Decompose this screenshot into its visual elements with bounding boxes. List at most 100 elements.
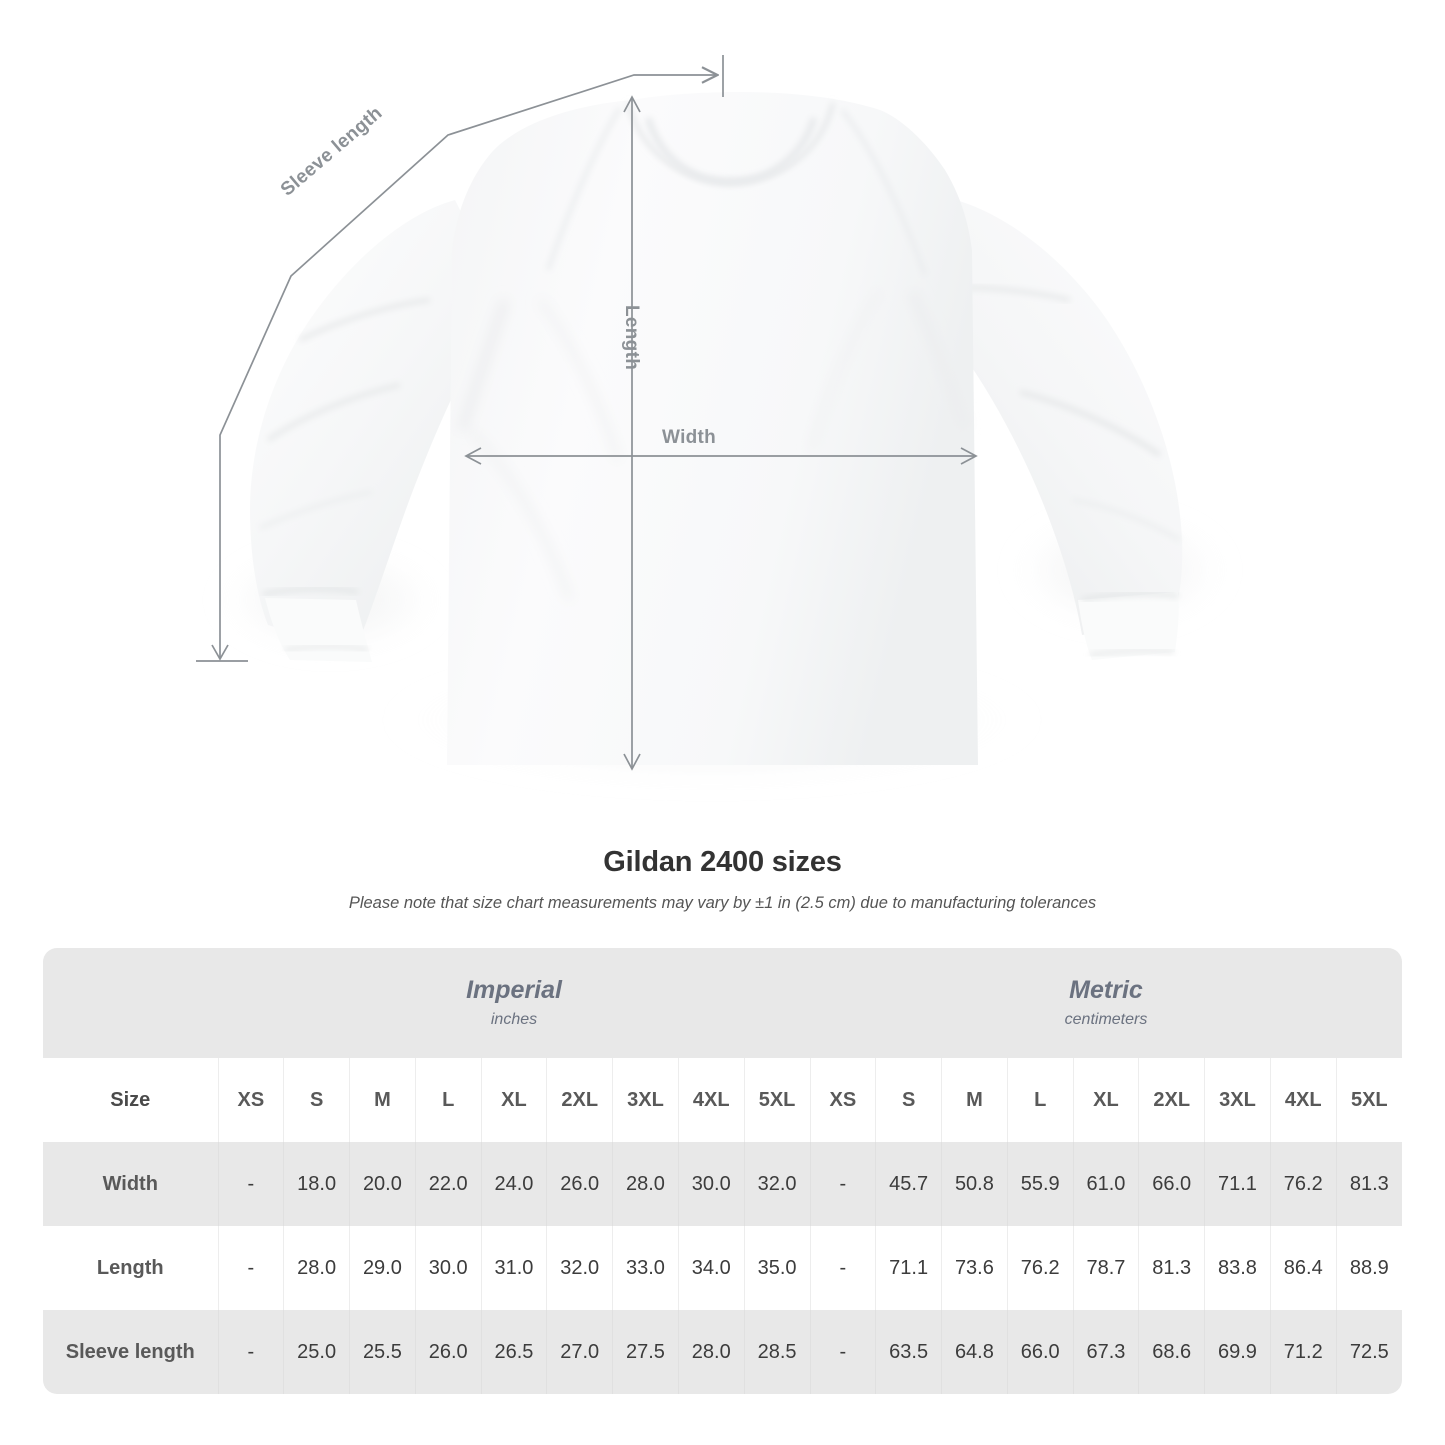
header-cell-size: Size: [43, 1058, 218, 1142]
cell-r1-c0: -: [217, 1226, 284, 1310]
size-chart-table-wrapper: Imperial inches Metric centimeters Size …: [43, 948, 1402, 1394]
cell-r2-c0: -: [217, 1310, 284, 1394]
cell-r2-c13: 67.3: [1072, 1310, 1139, 1394]
unit-banner-metric: Metric centimeters: [810, 948, 1402, 1058]
header-cell-size-1: S: [283, 1058, 350, 1142]
header-cell-size-11: M: [941, 1058, 1008, 1142]
cell-r2-c12: 66.0: [1006, 1310, 1074, 1394]
left-sleeve: [250, 200, 505, 662]
metric-label: Metric: [1069, 976, 1143, 1004]
cell-r2-c7: 28.0: [677, 1310, 745, 1394]
tolerance-note: Please note that size chart measurements…: [348, 894, 1097, 912]
cell-r1-c4: 31.0: [480, 1226, 547, 1310]
header-cell-size-10: S: [875, 1058, 942, 1142]
cell-r2-c9: -: [809, 1310, 876, 1394]
cell-r1-c17: 88.9: [1335, 1226, 1402, 1310]
imperial-sub-label: inches: [490, 1011, 538, 1028]
cell-r2-c5: 27.0: [546, 1310, 613, 1394]
length-label: Length: [621, 305, 642, 371]
shirt-body: [447, 92, 978, 765]
header-cell-size-14: 2XL: [1138, 1058, 1205, 1142]
header-cell-size-3: L: [414, 1058, 482, 1142]
table-row: Sleeve length -25.0 25.5 26.0 26.5 27.0 27.5 28…: [43, 1310, 1402, 1394]
cell-r1-c5: 32.0: [546, 1226, 613, 1310]
width-label: Width: [662, 427, 717, 448]
cell-r2-c2: 25.5: [349, 1310, 416, 1394]
header-cell-size-6: 3XL: [612, 1058, 679, 1142]
cell-r1-c13: 78.7: [1072, 1226, 1139, 1310]
cell-r2-c10: 63.5: [875, 1310, 942, 1394]
cell-r0-c10: 45.7: [875, 1142, 942, 1226]
cell-r1-c10: 71.1: [875, 1226, 942, 1310]
cell-r0-c1: 18.0: [283, 1142, 350, 1226]
imperial-label: Imperial: [466, 976, 562, 1004]
header-cell-size-17: 5XL: [1335, 1058, 1402, 1142]
cell-r0-c3: 22.0: [414, 1142, 482, 1226]
header-cell-size-8: 5XL: [743, 1058, 810, 1142]
row-label-0: Width: [43, 1142, 218, 1226]
cell-r1-c14: 81.3: [1138, 1226, 1205, 1310]
cell-r0-c17: 81.3: [1335, 1142, 1402, 1226]
title-block: Gildan 2400 sizes Please note that size …: [0, 845, 1445, 913]
width-measure-line: [464, 447, 978, 465]
cell-r0-c0: -: [217, 1142, 284, 1226]
header-cell-size-16: 4XL: [1269, 1058, 1337, 1142]
cell-r0-c5: 26.0: [546, 1142, 613, 1226]
header-cell-size-15: 3XL: [1204, 1058, 1271, 1142]
cell-r0-c15: 71.1: [1204, 1142, 1271, 1226]
cell-r0-c9: -: [809, 1142, 876, 1226]
cell-r2-c16: 71.2: [1269, 1310, 1337, 1394]
cell-r2-c15: 69.9: [1204, 1310, 1271, 1394]
cell-r0-c13: 61.0: [1072, 1142, 1139, 1226]
cell-r0-c11: 50.8: [941, 1142, 1008, 1226]
cell-r0-c6: 28.0: [612, 1142, 679, 1226]
sleeve-length-measure-line: [196, 55, 724, 662]
cell-r1-c8: 35.0: [743, 1226, 810, 1310]
cell-r0-c4: 24.0: [480, 1142, 547, 1226]
cell-r1-c15: 83.8: [1204, 1226, 1271, 1310]
cell-r0-c12: 55.9: [1006, 1142, 1074, 1226]
table-row: Width -18.0 20.0 22.0 24.0 26.0 28.0 30.0 32.0-4…: [43, 1142, 1402, 1226]
page-title: Gildan 2400 sizes: [603, 846, 842, 878]
header-cell-size-9: XS: [809, 1058, 876, 1142]
cell-r1-c3: 30.0: [414, 1226, 482, 1310]
header-cell-size-2: M: [349, 1058, 416, 1142]
header-cell-size-5: 2XL: [546, 1058, 613, 1142]
cell-r0-c7: 30.0: [677, 1142, 745, 1226]
header-cell-size-7: 4XL: [677, 1058, 745, 1142]
cell-r2-c6: 27.5: [612, 1310, 679, 1394]
cell-r0-c16: 76.2: [1269, 1142, 1337, 1226]
row-label-1: Length: [43, 1226, 218, 1310]
unit-banner-spacer: [43, 948, 218, 1058]
cell-r2-c3: 26.0: [414, 1310, 482, 1394]
garment-diagram: Sleeve length Length Width: [196, 55, 1235, 790]
header-cell-size-0: XS: [217, 1058, 284, 1142]
row-label-2: Sleeve length: [43, 1310, 218, 1394]
cell-r0-c14: 66.0: [1138, 1142, 1205, 1226]
unit-banner-imperial: Imperial inches: [218, 948, 810, 1058]
cell-r2-c11: 64.8: [941, 1310, 1008, 1394]
header-cell-size-4: XL: [480, 1058, 547, 1142]
cell-r2-c8: 28.5: [743, 1310, 810, 1394]
cell-r2-c4: 26.5: [480, 1310, 547, 1394]
cell-r1-c6: 33.0: [612, 1226, 679, 1310]
cell-r1-c2: 29.0: [349, 1226, 416, 1310]
table-row: Length -28.0 29.0 30.0 31.0 32.0 33.0 34.0 35.0-…: [43, 1226, 1402, 1310]
cell-r0-c8: 32.0: [743, 1142, 810, 1226]
cell-r1-c16: 86.4: [1269, 1226, 1337, 1310]
cell-r1-c7: 34.0: [677, 1226, 745, 1310]
table-header-row: Size XS S M L XL 2XL 3XL 4XL 5XL XS S M L XL 2XL 3XL 4XL…: [43, 1058, 1402, 1142]
right-sleeve: [912, 195, 1183, 660]
cell-r2-c17: 72.5: [1335, 1310, 1402, 1394]
cell-r1-c11: 73.6: [941, 1226, 1008, 1310]
cell-r2-c14: 68.6: [1138, 1310, 1205, 1394]
cell-r1-c12: 76.2: [1006, 1226, 1074, 1310]
cell-r2-c1: 25.0: [283, 1310, 350, 1394]
cell-r1-c9: -: [809, 1226, 876, 1310]
metric-sub-label: centimeters: [1064, 1011, 1148, 1028]
garment-illustration: [196, 55, 1235, 790]
header-cell-size-13: XL: [1072, 1058, 1139, 1142]
size-chart-table: Imperial inches Metric centimeters Size …: [43, 948, 1402, 1394]
cell-r1-c1: 28.0: [283, 1226, 350, 1310]
unit-banner-row: Imperial inches Metric centimeters: [43, 948, 1402, 1058]
